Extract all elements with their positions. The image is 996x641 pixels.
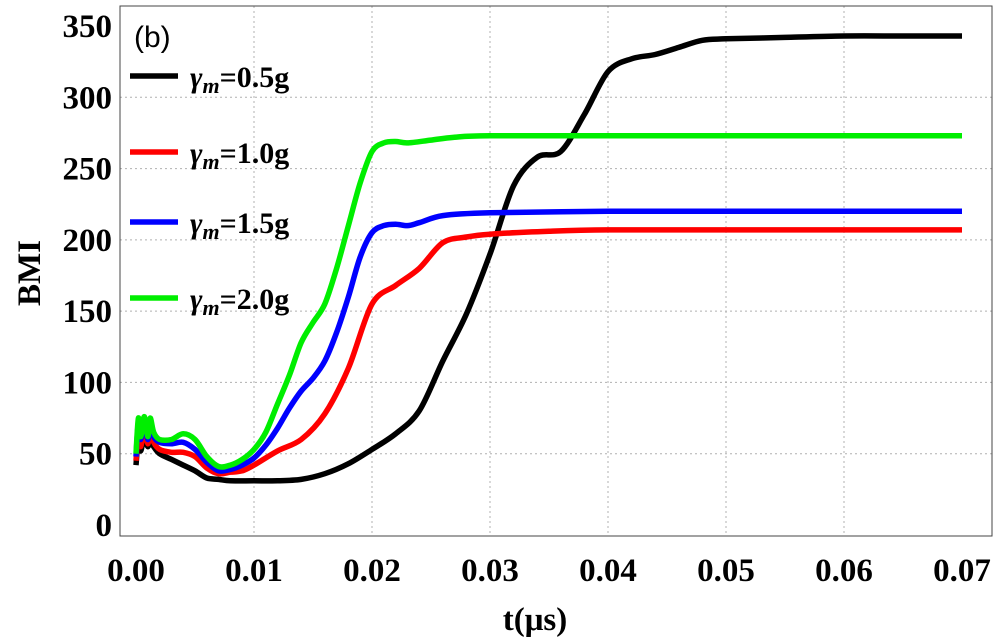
legend-entry: γm=2.0g [130,283,289,320]
legend-label: γm=1.0g [190,137,289,174]
y-tick-label: 250 [63,152,113,188]
panel-label: (b) [134,21,171,54]
y-tick-label: 200 [63,223,113,259]
legend-value: =1.5g [220,207,290,240]
legend-label: γm=1.5g [190,207,289,244]
legend-label: γm=2.0g [190,283,289,320]
legend-value: =2.0g [220,283,290,316]
tick-labels: 0.00 0.01 0.02 0.03 0.04 0.05 0.06 0.07 0 50 100 15… [63,9,991,589]
series-line-3 [133,132,962,470]
y-tick-label: 150 [63,294,113,330]
legend-symbol: γ [190,283,203,316]
legend-entry: γm=1.5g [130,207,289,244]
series-line-0 [133,33,962,484]
x-tick-label: 0.00 [107,553,165,589]
legend-subscript: m [202,295,219,320]
x-tick-label: 0.06 [815,553,873,589]
legend-symbol: γ [190,137,203,170]
legend-value: =0.5g [220,61,290,94]
legend-subscript: m [202,219,219,244]
legend-symbol: γ [190,61,203,94]
y-axis-label: BMI [12,240,48,306]
legend-value: =1.0g [220,137,290,170]
legend-entry: γm=1.0g [130,137,289,174]
legend-entry: γm=0.5g [130,61,289,98]
legend-label: γm=0.5g [190,61,289,98]
x-tick-label: 0.07 [933,553,991,589]
x-tick-label: 0.03 [461,553,519,589]
series-line-2 [133,208,962,474]
y-tick-label: 0 [96,508,113,544]
x-tick-label: 0.05 [697,553,755,589]
x-tick-label: 0.04 [579,553,637,589]
legend-symbol: γ [190,207,203,240]
x-axis-label: t(μs) [503,602,568,638]
x-tick-label: 0.02 [343,553,401,589]
series-lines [133,33,962,484]
legend-subscript: m [202,73,219,98]
y-tick-label: 350 [63,9,113,45]
y-tick-label: 50 [79,437,112,473]
y-tick-label: 300 [63,80,113,116]
y-tick-label: 100 [63,365,113,401]
x-tick-label: 0.01 [225,553,283,589]
plot-frame [119,5,993,537]
legend-subscript: m [202,149,219,174]
